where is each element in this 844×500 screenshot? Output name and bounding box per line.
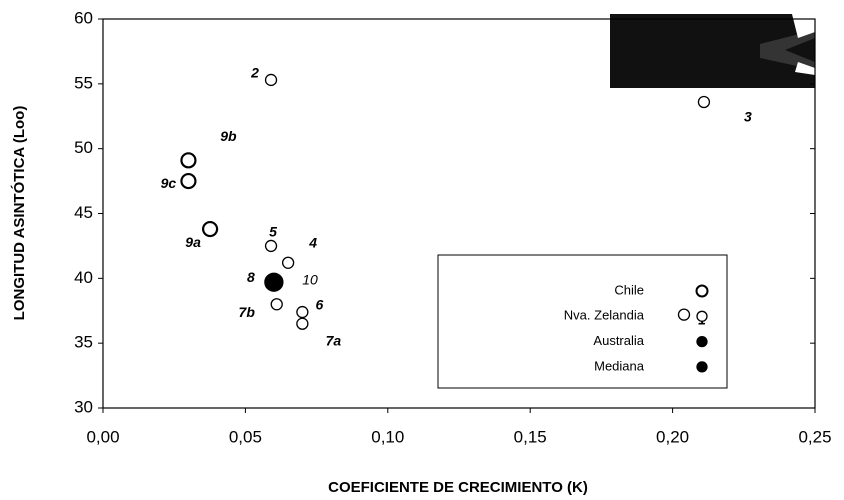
point-label: 8 <box>247 269 255 285</box>
point-label: 9a <box>185 234 201 250</box>
y-tick-label: 45 <box>74 203 93 222</box>
x-tick-label: 0,20 <box>656 427 689 446</box>
x-tick-label: 0,15 <box>514 427 547 446</box>
x-tick-label: 0,00 <box>86 427 119 446</box>
point-label: 9c <box>161 175 177 191</box>
point <box>181 174 195 188</box>
legend-marker <box>697 311 707 321</box>
point-label: 3 <box>744 109 752 125</box>
fish-image <box>610 14 815 88</box>
y-tick-label: 35 <box>74 333 93 352</box>
point-label: 2 <box>250 65 259 81</box>
y-axis-label: LONGITUD ASINTÓTICA (Loo) <box>10 106 28 321</box>
point-label: 7b <box>239 304 256 320</box>
point-label: 5 <box>269 224 277 240</box>
point <box>265 273 283 291</box>
point-label: 9b <box>220 128 237 144</box>
point <box>297 318 308 329</box>
legend-label: Nva. Zelandia <box>564 308 645 323</box>
y-tick-label: 50 <box>74 138 93 157</box>
point <box>297 307 308 318</box>
point <box>678 309 689 320</box>
legend-marker <box>697 286 708 297</box>
point-label: 7a <box>326 332 342 348</box>
point <box>266 240 277 251</box>
x-tick-label: 0,05 <box>229 427 262 446</box>
point-label: 6 <box>315 297 323 313</box>
point <box>271 299 282 310</box>
legend-marker <box>697 337 707 347</box>
y-tick-label: 60 <box>74 8 93 27</box>
legend-marker <box>697 362 707 372</box>
legend-label: Mediana <box>594 358 645 373</box>
y-tick-label: 30 <box>74 397 93 416</box>
point <box>698 96 709 107</box>
legend-label: Chile <box>614 282 644 297</box>
annotation: 10 <box>302 272 318 288</box>
point <box>283 257 294 268</box>
point <box>266 74 277 85</box>
y-tick-label: 55 <box>74 73 93 92</box>
legend-label: Australia <box>593 333 644 348</box>
point-label: 4 <box>308 234 317 250</box>
point <box>203 222 217 236</box>
x-axis-label: COEFICIENTE DE CRECIMIENTO (K) <box>328 479 588 496</box>
y-tick-label: 40 <box>74 268 93 287</box>
x-tick-label: 0,10 <box>371 427 404 446</box>
chart: LONGITUD ASINTÓTICA (Loo) COEFICIENTE DE… <box>0 0 844 500</box>
point <box>181 153 195 167</box>
x-tick-label: 0,25 <box>798 427 831 446</box>
